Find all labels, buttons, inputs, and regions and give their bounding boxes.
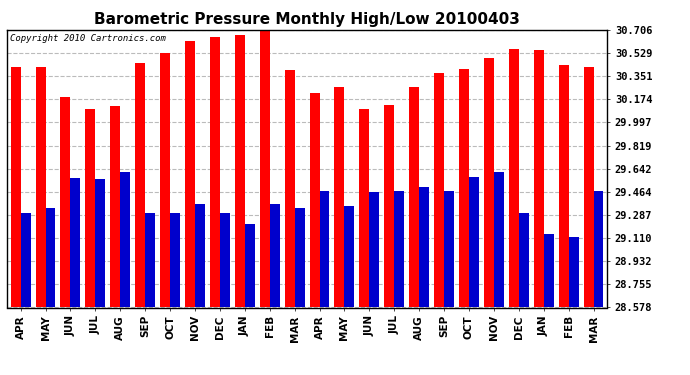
Bar [484, 58, 494, 308]
Bar [444, 191, 454, 308]
Bar [70, 178, 80, 308]
Bar [210, 37, 220, 308]
Bar [259, 24, 270, 307]
Bar [220, 213, 230, 308]
Bar [46, 208, 55, 308]
Bar [135, 63, 145, 308]
Bar [86, 109, 95, 307]
Text: Copyright 2010 Cartronics.com: Copyright 2010 Cartronics.com [10, 34, 166, 43]
Bar [509, 49, 519, 308]
Bar [21, 213, 30, 308]
Bar [459, 69, 469, 308]
Bar [285, 70, 295, 308]
Bar [384, 105, 394, 308]
Bar [319, 191, 329, 308]
Bar [295, 208, 304, 308]
Bar [310, 93, 319, 308]
Bar [344, 206, 355, 308]
Bar [170, 213, 180, 308]
Bar [519, 213, 529, 308]
Bar [369, 192, 380, 308]
Bar [10, 67, 21, 308]
Bar [469, 177, 479, 308]
Bar [195, 204, 205, 308]
Bar [185, 41, 195, 308]
Bar [569, 237, 578, 308]
Bar [409, 87, 419, 308]
Bar [120, 172, 130, 308]
Bar [359, 109, 369, 307]
Bar [36, 67, 46, 308]
Bar [245, 224, 255, 308]
Bar [335, 87, 344, 308]
Bar [110, 106, 120, 308]
Bar [559, 64, 569, 308]
Bar [593, 191, 604, 308]
Bar [534, 50, 544, 308]
Bar [434, 72, 444, 308]
Bar [160, 53, 170, 307]
Bar [494, 172, 504, 308]
Bar [270, 204, 279, 308]
Bar [584, 67, 593, 308]
Bar [544, 234, 553, 308]
Bar [419, 187, 429, 308]
Title: Barometric Pressure Monthly High/Low 20100403: Barometric Pressure Monthly High/Low 201… [94, 12, 520, 27]
Bar [61, 97, 70, 308]
Bar [95, 180, 106, 308]
Bar [394, 191, 404, 308]
Bar [235, 35, 245, 308]
Bar [145, 213, 155, 308]
